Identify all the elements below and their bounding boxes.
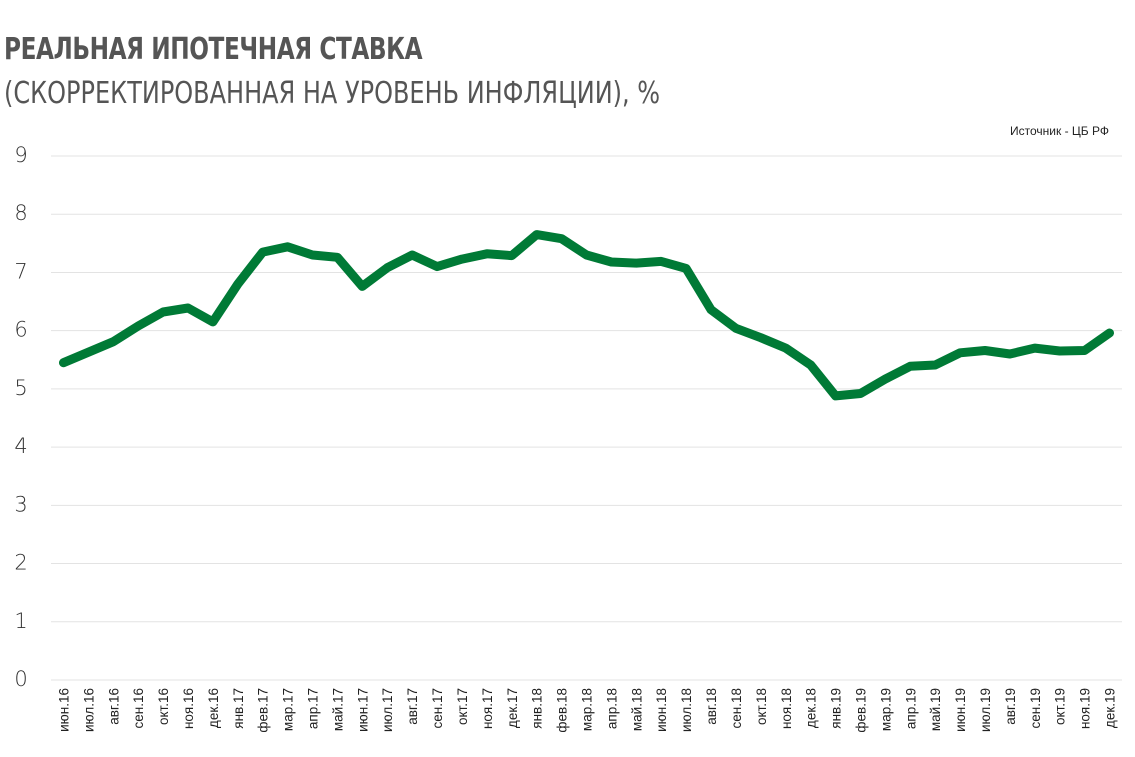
x-tick-label: авг.18 bbox=[704, 688, 719, 725]
x-tick-label: фев.17 bbox=[256, 688, 271, 733]
x-tick-label: авг.19 bbox=[1003, 688, 1018, 725]
x-tick-label: янв.17 bbox=[231, 688, 246, 729]
x-tick-label: дек.16 bbox=[206, 688, 221, 728]
x-tick-label: ноя.16 bbox=[181, 688, 196, 729]
x-tick-label: фев.18 bbox=[555, 688, 570, 733]
chart-title: РЕАЛЬНАЯ ИПОТЕЧНАЯ СТАВКА bbox=[4, 32, 423, 67]
x-tick-label: апр.18 bbox=[604, 688, 619, 729]
x-tick-label: ноя.17 bbox=[480, 688, 495, 729]
x-tick-label: сен.19 bbox=[1028, 688, 1043, 728]
x-tick-label: авг.17 bbox=[405, 688, 420, 725]
x-tick-label: дек.17 bbox=[505, 688, 520, 728]
x-tick-label: сен.18 bbox=[729, 688, 744, 728]
x-tick-label: мар.18 bbox=[580, 688, 595, 731]
x-tick-label: июн.18 bbox=[654, 688, 669, 732]
y-tick-label: 7 bbox=[14, 259, 27, 283]
gridlines bbox=[51, 155, 1122, 681]
source-note: Источник - ЦБ РФ bbox=[1010, 124, 1109, 138]
y-tick-label: 2 bbox=[14, 551, 27, 575]
x-tick-label: сен.16 bbox=[131, 688, 146, 728]
x-tick-label: июл.19 bbox=[978, 688, 993, 732]
x-tick-label: окт.17 bbox=[455, 688, 470, 725]
chart-subtitle: (СКОРРЕКТИРОВАННАЯ НА УРОВЕНЬ ИНФЛЯЦИИ),… bbox=[4, 76, 661, 111]
y-tick-label: 3 bbox=[14, 492, 27, 516]
x-tick-label: апр.19 bbox=[903, 688, 918, 729]
x-tick-label: май.18 bbox=[629, 688, 644, 731]
x-tick-label: дек.18 bbox=[804, 688, 819, 728]
x-tick-label: окт.18 bbox=[754, 688, 769, 725]
x-tick-label: июн.17 bbox=[355, 688, 370, 732]
data-line bbox=[59, 230, 1114, 401]
x-tick-label: окт.19 bbox=[1053, 688, 1068, 725]
x-tick-label: авг.16 bbox=[106, 688, 121, 725]
x-tick-label: дек.19 bbox=[1103, 688, 1118, 728]
y-tick-label: 6 bbox=[14, 318, 27, 342]
x-tick-label: янв.18 bbox=[530, 688, 545, 729]
x-tick-label: май.19 bbox=[928, 688, 943, 731]
x-tick-label: ноя.18 bbox=[779, 688, 794, 729]
x-tick-label: апр.17 bbox=[306, 688, 321, 729]
x-tick-label: мар.19 bbox=[878, 688, 893, 731]
y-tick-label: 0 bbox=[14, 667, 27, 691]
y-axis-labels: 0 1 2 3 4 5 6 7 8 9 bbox=[14, 143, 27, 691]
x-tick-label: июл.18 bbox=[679, 688, 694, 732]
x-tick-label: июл.17 bbox=[380, 688, 395, 732]
x-tick-label: июн.19 bbox=[953, 688, 968, 732]
x-tick-label: фев.19 bbox=[853, 688, 868, 733]
x-tick-label: июл.16 bbox=[81, 688, 96, 732]
x-tick-label: окт.16 bbox=[156, 688, 171, 725]
x-tick-label: мар.17 bbox=[281, 688, 296, 731]
x-tick-label: янв.19 bbox=[829, 688, 844, 729]
x-axis-labels: июн.16 июл.16 авг.16 сен.16 окт.16 ноя.16 дек.… bbox=[56, 688, 1117, 733]
y-tick-label: 5 bbox=[14, 376, 27, 400]
x-tick-label: май.17 bbox=[330, 688, 345, 731]
x-tick-label: сен.17 bbox=[430, 688, 445, 728]
x-tick-label: июн.16 bbox=[56, 688, 71, 732]
y-tick-label: 1 bbox=[14, 609, 27, 633]
y-tick-label: 8 bbox=[14, 201, 27, 225]
y-tick-label: 9 bbox=[14, 143, 27, 167]
x-tick-label: ноя.19 bbox=[1078, 688, 1093, 729]
y-tick-label: 4 bbox=[14, 434, 27, 458]
